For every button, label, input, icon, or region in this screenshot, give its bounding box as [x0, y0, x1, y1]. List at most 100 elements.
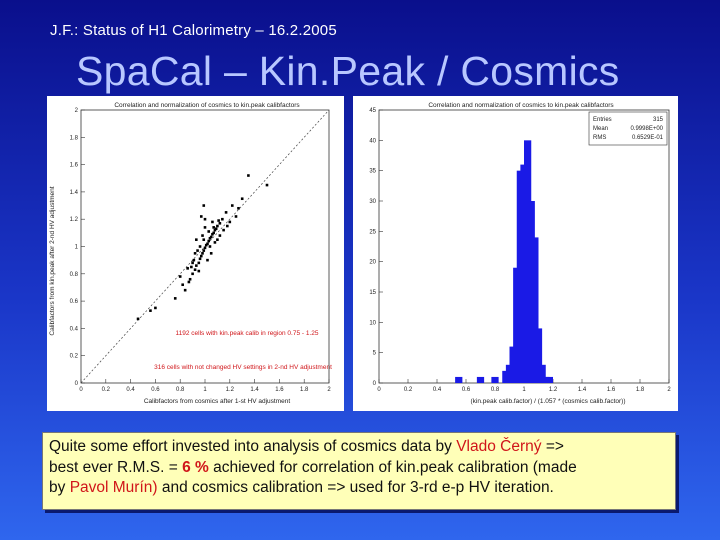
caption-text-5: by [49, 479, 70, 496]
scatter-point [209, 252, 213, 255]
scatter-point [234, 215, 238, 218]
scatter-point [202, 249, 206, 252]
histogram-y-tick-label: 35 [369, 169, 376, 175]
caption-second-name: Pavol Murín) [69, 479, 158, 496]
histogram-x-tick-label: 0.4 [433, 387, 442, 393]
scatter-y-tick-label: 1.4 [70, 190, 79, 196]
scatter-x-tick-label: 1.2 [226, 387, 235, 393]
histogram-y-tick-label: 25 [369, 229, 376, 235]
histogram-y-tick-label: 15 [369, 290, 376, 296]
scatter-annotation-unchanged-hv: 316 cells with not changed HV settings i… [154, 364, 332, 371]
scatter-point [211, 232, 214, 236]
scatter-y-tick-label: 2 [75, 108, 79, 114]
scatter-y-tick-label: 1 [75, 245, 79, 251]
scatter-point [203, 217, 207, 221]
scatter-point [195, 238, 198, 241]
scatter-plot: Correlation and normalization of cosmics… [49, 102, 332, 405]
scatter-point [216, 238, 219, 241]
scatter-point [181, 283, 184, 287]
scatter-point [221, 217, 224, 221]
histogram-bar [538, 364, 546, 383]
scatter-point [196, 249, 199, 252]
scatter-x-tick-label: 0.4 [126, 387, 135, 393]
scatter-point [214, 227, 218, 231]
scatter-point [199, 215, 203, 218]
histogram-bar [476, 376, 485, 383]
scatter-point [208, 237, 212, 240]
scatter-x-tick-label: 1.8 [300, 387, 309, 393]
scatter-point [218, 234, 222, 237]
caption-author-name: Vlado Černý [456, 438, 542, 455]
scatter-x-tick-label: 2 [327, 387, 331, 393]
histogram-x-tick-label: 2 [667, 387, 671, 393]
histogram-x-tick-label: 0 [377, 387, 381, 393]
scatter-point [207, 230, 211, 233]
scatter-point [213, 241, 217, 244]
scatter-point [173, 297, 177, 300]
scatter-point [240, 197, 244, 201]
histogram-x-tick-label: 1 [522, 387, 526, 393]
histogram-stats-value: 315 [653, 117, 664, 123]
scatter-point [193, 268, 197, 272]
scatter-point [188, 277, 192, 281]
scatter-y-tick-label: 1.8 [70, 135, 79, 141]
histogram-y-tick-label: 10 [369, 320, 376, 326]
histogram-bar [491, 376, 499, 383]
scatter-point [199, 254, 203, 258]
histogram-x-axis-label: (kin.peak calib.factor) / (1.057 * (cosm… [471, 398, 626, 405]
histogram-stats-box: Entries 315 Mean 0.9998E+00 RMS 0.6529E-01 [588, 111, 668, 146]
histogram-x-tick-label: 0.6 [462, 387, 471, 393]
histogram-stats-key: Entries [593, 117, 612, 123]
histogram-stats-value: 0.9998E+00 [630, 126, 663, 132]
histogram-axes: 0 0.2 0.4 0.6 0.8 1 1.2 1.4 1.6 1.8 20510152025303… [369, 108, 671, 393]
histogram-bar [534, 328, 543, 383]
scatter-x-tick-label: 1.4 [250, 387, 259, 393]
histogram-y-tick-label: 0 [373, 381, 377, 387]
scatter-point [206, 242, 209, 246]
scatter-annotation-cells-region: 1192 cells with kin.peak calib in region… [176, 330, 319, 337]
histogram-x-tick-label: 1.2 [549, 387, 558, 393]
scatter-y-tick-label: 0.4 [70, 326, 79, 332]
scatter-point [198, 245, 202, 248]
histogram-x-tick-label: 1.8 [636, 387, 645, 393]
scatter-points [136, 174, 269, 321]
scatter-point [217, 219, 220, 222]
scatter-point [204, 243, 208, 247]
histogram-bar [531, 237, 539, 383]
scatter-point [211, 220, 214, 224]
scatter-point [202, 204, 206, 207]
scatter-point [265, 183, 269, 187]
histogram-x-tick-label: 1.4 [578, 387, 587, 393]
scatter-point [186, 267, 189, 270]
caption-text-1: Quite some effort invested into analysis… [49, 438, 457, 455]
histogram-y-tick-label: 20 [369, 260, 376, 266]
scatter-point [190, 265, 193, 269]
scatter-point [191, 261, 194, 265]
scatter-point [226, 224, 229, 228]
scatter-point [206, 258, 209, 262]
scatter-point [201, 234, 204, 237]
scatter-point [202, 238, 206, 241]
scatter-point [218, 221, 222, 225]
histogram-panel: Correlation and normalization of cosmics… [353, 96, 678, 411]
scatter-point [198, 257, 202, 261]
scatter-y-tick-label: 1.6 [70, 163, 79, 169]
scatter-point [203, 246, 207, 250]
scatter-point [222, 228, 225, 232]
histogram-stats-key: RMS [593, 135, 606, 141]
scatter-point [201, 252, 204, 255]
histogram-title: Correlation and normalization of cosmics… [428, 102, 614, 109]
scatter-x-axis-label: Calibfactors from cosmics after 1-st HV … [144, 398, 290, 405]
histogram-x-tick-label: 0.2 [404, 387, 413, 393]
caption-text-6: and cosmics calibration => used for 3-rd… [157, 479, 554, 496]
scatter-point [178, 275, 182, 278]
caption-text-2: => [541, 438, 564, 455]
scatter-point [191, 272, 194, 276]
scatter-x-tick-label: 0.2 [102, 387, 111, 393]
histogram-bar [545, 376, 553, 383]
scatter-point [136, 317, 140, 321]
scatter-point [187, 280, 191, 284]
scatter-point [149, 309, 152, 312]
scatter-x-tick-label: 0.6 [151, 387, 160, 393]
histogram-stats-value: 0.6529E-01 [632, 135, 664, 141]
